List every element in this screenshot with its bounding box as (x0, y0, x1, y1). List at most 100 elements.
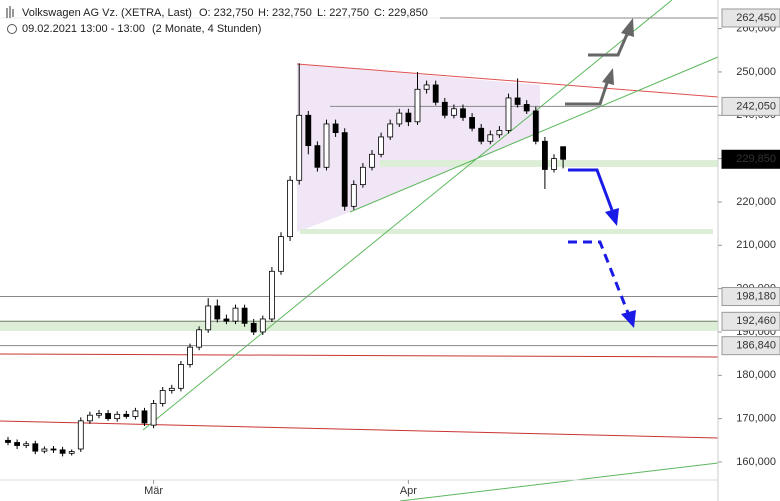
y-tick-label: 170,000 (736, 413, 776, 425)
candle-body (150, 403, 157, 426)
arrow (568, 240, 630, 314)
header: Volkswagen AG Vz. (XETRA, Last) O: 232,7… (0, 0, 440, 38)
arrow (588, 31, 630, 57)
candle-body (432, 84, 439, 103)
candle-body (441, 101, 448, 116)
price-label-box (721, 149, 780, 169)
candle-body (187, 346, 193, 365)
candle-body (141, 410, 148, 424)
price-label: 229,850 (736, 153, 776, 165)
candle-body (259, 318, 266, 333)
icon (6, 6, 14, 18)
price-label: 262,450 (736, 12, 776, 24)
candle-body (159, 390, 166, 404)
open: O: 232,750 (199, 7, 253, 19)
trend-line (0, 420, 719, 439)
price-label: 186,840 (736, 340, 776, 352)
candle-body (96, 413, 102, 416)
clock-icon (7, 24, 17, 34)
candle-body (168, 387, 175, 391)
candle-body (232, 307, 239, 322)
candle-body (405, 112, 412, 123)
candle-body (523, 104, 530, 112)
candle-body (223, 318, 230, 322)
price-label-box (721, 336, 780, 356)
price-label: 242,050 (736, 100, 776, 112)
trend-line (0, 353, 719, 358)
trend-line (142, 0, 673, 431)
low: L: 227,750 (317, 7, 369, 19)
candle-body (551, 158, 557, 170)
period: (2 Monate, 4 Stunden) (152, 23, 261, 35)
candle-body (341, 132, 348, 207)
candle-body (268, 270, 275, 320)
price-label-box (721, 96, 780, 116)
candle-body (41, 448, 48, 452)
candle-body (378, 136, 385, 155)
price-label: 192,460 (736, 315, 776, 327)
y-tick-label: 180,000 (736, 369, 776, 381)
arrow (565, 79, 610, 106)
candle-body (14, 442, 21, 446)
candle-body (423, 84, 430, 90)
candle-body (59, 449, 66, 454)
arrowhead (621, 310, 636, 328)
price-label-box (721, 8, 780, 28)
candle-body (214, 305, 221, 320)
candle-body (369, 153, 375, 168)
arrowhead (602, 68, 614, 85)
candle-body (241, 307, 248, 324)
close: C: 229,850 (374, 7, 428, 19)
price-label: 198,180 (736, 290, 776, 302)
candle-body (478, 127, 485, 142)
candle-body (469, 117, 476, 129)
high: H: 232,750 (258, 7, 312, 19)
y-axis: 160,000170,000180,000190,000200,000210,0… (144, 8, 780, 497)
candle-body (68, 451, 75, 454)
candle-body (87, 414, 93, 422)
arrowhead (605, 208, 619, 226)
candle-body (496, 130, 503, 136)
x-tick-label: Mär (144, 485, 163, 497)
candle-body (77, 420, 84, 450)
candle-body (560, 146, 566, 160)
candle-body (5, 439, 11, 443)
candle-body (123, 413, 130, 417)
trend-line (296, 63, 719, 98)
candle-body (387, 123, 394, 138)
candle-body (332, 123, 339, 134)
candles (5, 63, 566, 457)
arrowhead (621, 18, 634, 37)
price-label-box (721, 311, 780, 331)
support-band (380, 160, 718, 167)
trend-line (399, 462, 719, 501)
header-bg (0, 0, 440, 38)
price-label-box (721, 287, 780, 307)
y-tick-label: 250,000 (736, 66, 776, 78)
x-tick-label: Apr (400, 485, 417, 497)
candle-body (278, 236, 284, 272)
candle-body (287, 179, 294, 238)
candle-body (460, 108, 466, 118)
instrument: Volkswagen AG Vz. (XETRA, Last) (22, 7, 192, 19)
candle-body (296, 114, 303, 181)
support-band (0, 320, 718, 331)
arrows (565, 18, 636, 328)
candle-body (305, 114, 312, 147)
candle-body (114, 413, 121, 420)
candle-body (323, 123, 330, 168)
candle-body (23, 443, 30, 446)
candle-body (505, 97, 512, 131)
candle-body (177, 364, 184, 389)
candle-body (132, 410, 139, 417)
candle-body (487, 134, 494, 142)
candle-body (359, 166, 366, 186)
y-tick-label: 160,000 (736, 456, 776, 468)
candle-body (50, 448, 57, 451)
candle-body (205, 305, 212, 331)
candle-body (532, 110, 539, 142)
arrow (568, 168, 614, 211)
candle-body (414, 88, 421, 123)
candle-body (32, 443, 39, 452)
